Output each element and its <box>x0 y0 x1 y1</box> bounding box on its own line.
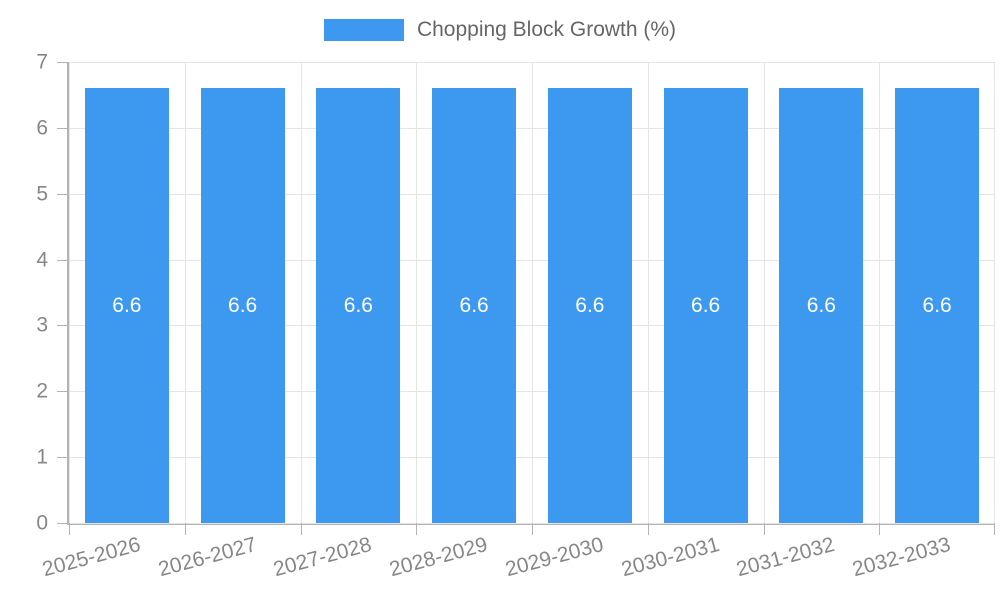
y-tick-label: 4 <box>36 248 48 272</box>
x-tick-label: 2032-2033 <box>850 533 954 582</box>
bar-value-label: 6.6 <box>112 293 142 317</box>
x-tick-label: 2031-2032 <box>734 533 838 582</box>
bar[interactable]: 6.6 <box>547 88 632 523</box>
legend: Chopping Block Growth (%) <box>0 18 1000 42</box>
legend-swatch-icon <box>323 19 404 41</box>
bar-slot: 6.6 <box>879 62 995 523</box>
v-gridline <box>647 62 649 523</box>
v-gridline <box>532 62 533 523</box>
x-tick-mark <box>879 523 881 535</box>
x-tick-mark <box>416 523 418 535</box>
x-tick-label: 2027-2028 <box>271 533 375 582</box>
v-gridline <box>300 62 302 523</box>
y-tick-label: 3 <box>36 313 48 337</box>
plot-area: 6.6 6.6 6.6 6.6 6.6 6.6 6.6 6.6 0 1 2 3 4 5 6 7 2025-2… <box>36 52 995 581</box>
x-tick-mark <box>300 523 302 535</box>
v-gridline <box>416 62 418 523</box>
bar[interactable]: 6.6 <box>663 88 748 523</box>
y-tick-mark <box>57 259 67 261</box>
v-gridline <box>184 62 186 523</box>
y-tick-mark <box>57 457 67 459</box>
bar-value-label: 6.6 <box>575 293 605 317</box>
v-gridline <box>69 62 70 523</box>
y-tick-mark <box>57 523 67 524</box>
bar[interactable]: 6.6 <box>200 88 285 523</box>
x-tick-mark <box>763 523 765 535</box>
x-tick-label: 2029-2030 <box>502 533 606 582</box>
x-tick-label: 2028-2029 <box>387 533 491 582</box>
bar-slot: 6.6 <box>185 62 301 523</box>
bar[interactable]: 6.6 <box>779 88 864 523</box>
bar-slot: 6.6 <box>69 62 185 523</box>
v-gridline <box>994 62 995 523</box>
bar[interactable]: 6.6 <box>432 88 517 523</box>
bar-value-label: 6.6 <box>343 293 373 317</box>
legend-item[interactable]: Chopping Block Growth (%) <box>323 18 677 42</box>
x-tick-label: 2025-2026 <box>39 533 143 582</box>
y-tick-mark <box>57 62 67 63</box>
x-tick-label: 2026-2027 <box>155 533 259 582</box>
x-tick-mark <box>994 523 995 535</box>
x-tick-mark <box>184 523 186 535</box>
x-tick-mark <box>69 523 70 535</box>
bar-slot: 6.6 <box>416 62 532 523</box>
legend-label: Chopping Block Growth (%) <box>416 18 677 41</box>
y-tick-label: 2 <box>36 379 48 403</box>
bar-slot: 6.6 <box>532 62 648 523</box>
y-tick-label: 1 <box>36 445 48 469</box>
y-tick-label: 7 <box>36 50 48 74</box>
bar[interactable]: 6.6 <box>84 88 169 523</box>
bar-value-label: 6.6 <box>806 293 836 317</box>
y-tick-label: 6 <box>36 116 48 140</box>
x-tick-label: 2030-2031 <box>618 533 722 582</box>
y-tick-mark <box>57 127 67 129</box>
v-gridline <box>763 62 765 523</box>
bar-value-label: 6.6 <box>459 293 489 317</box>
y-tick-label: 5 <box>36 182 48 206</box>
bar-slot: 6.6 <box>301 62 417 523</box>
bar-value-label: 6.6 <box>922 293 952 317</box>
y-tick-mark <box>57 193 67 195</box>
v-gridline <box>879 62 881 523</box>
y-tick-mark <box>57 325 67 327</box>
bar[interactable]: 6.6 <box>316 88 401 523</box>
bar-value-label: 6.6 <box>228 293 258 317</box>
y-tick-label: 0 <box>36 511 48 535</box>
y-tick-mark <box>57 391 67 393</box>
bar[interactable]: 6.6 <box>895 88 980 523</box>
bar-slot: 6.6 <box>764 62 880 523</box>
x-tick-mark <box>647 523 649 535</box>
bar-value-label: 6.6 <box>691 293 721 317</box>
x-tick-mark <box>532 523 533 535</box>
bar-slot: 6.6 <box>648 62 764 523</box>
